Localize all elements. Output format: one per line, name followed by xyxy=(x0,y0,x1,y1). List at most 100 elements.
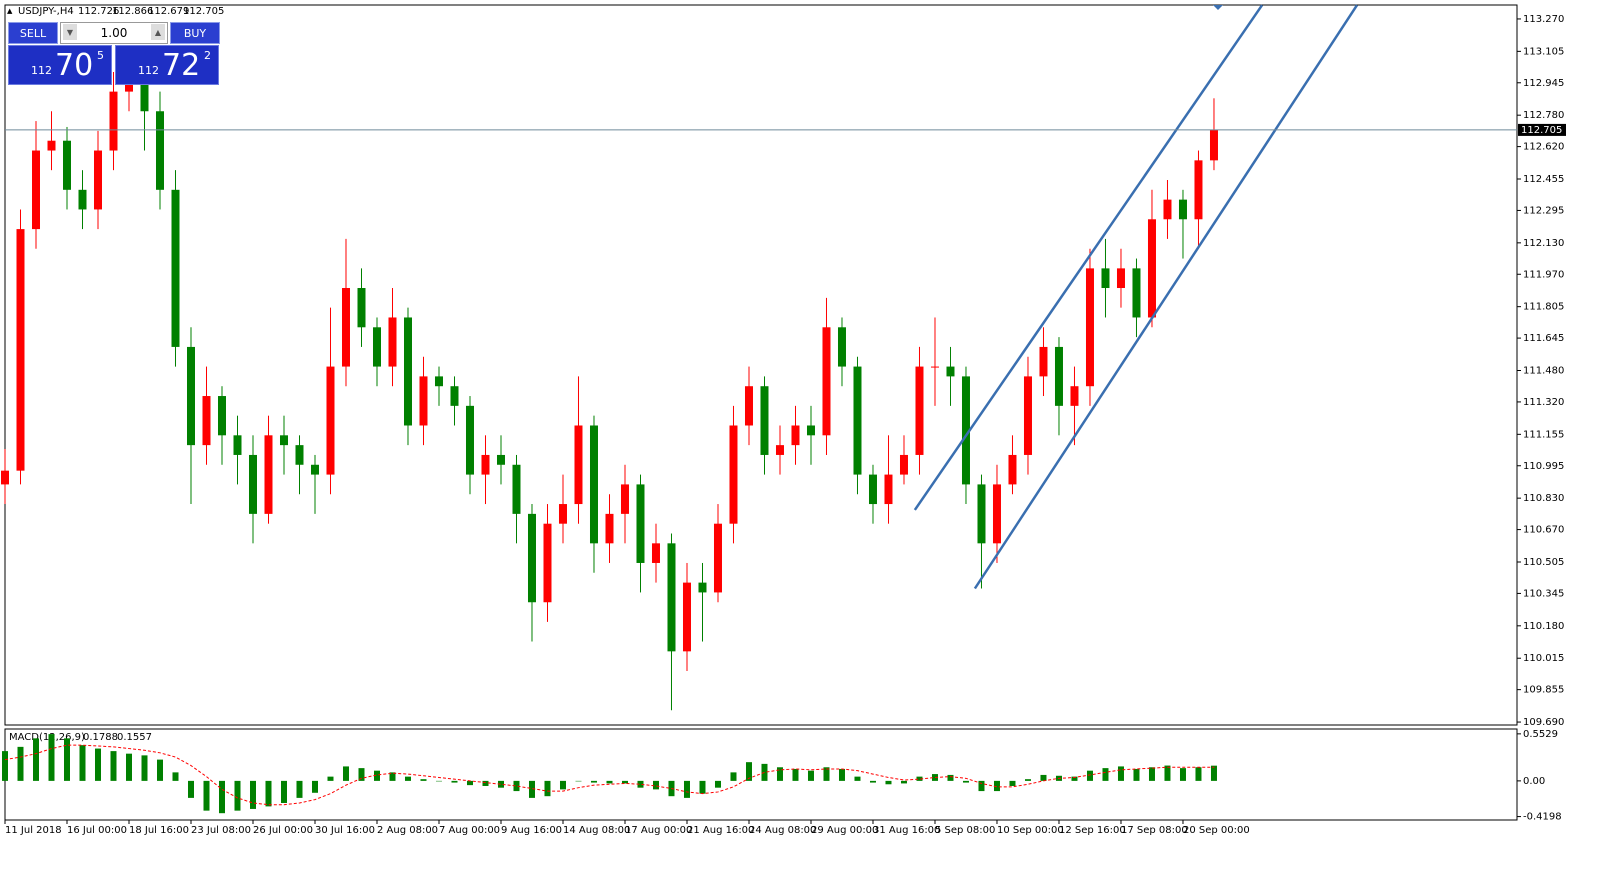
candle-body xyxy=(992,484,1001,544)
candle-body xyxy=(574,425,583,505)
macd-bar xyxy=(962,780,969,783)
candle-body xyxy=(1,470,9,485)
macd-bar xyxy=(1179,768,1186,781)
macd-bar xyxy=(79,745,86,781)
x-tick-label: 2 Aug 08:00 xyxy=(377,825,438,836)
candle-body xyxy=(388,317,397,367)
x-tick-label: 12 Sep 16:00 xyxy=(1059,825,1126,836)
candle-body xyxy=(450,386,459,406)
y-tick-label: 111.320 xyxy=(1523,397,1564,408)
macd-bar xyxy=(993,780,1000,792)
sell-button[interactable]: SELL xyxy=(8,22,58,44)
candle-body xyxy=(1209,129,1218,161)
macd-bar xyxy=(187,780,194,798)
macd-bar xyxy=(389,772,396,781)
candle-body xyxy=(62,140,71,190)
candle-body xyxy=(760,386,769,455)
x-tick-label: 11 Jul 2018 xyxy=(5,825,62,836)
candle-body xyxy=(527,513,536,603)
candle-body xyxy=(698,582,707,593)
candle-body xyxy=(1116,268,1125,289)
candle-body xyxy=(326,366,335,475)
y-tick-label: 110.995 xyxy=(1523,461,1564,472)
macd-bar xyxy=(730,772,737,781)
candle-body xyxy=(822,327,831,436)
y-tick-label: 113.270 xyxy=(1523,14,1564,25)
macd-bar xyxy=(606,780,613,784)
buy-price-pips: 72 xyxy=(162,48,201,83)
lot-up[interactable]: ▲ xyxy=(151,24,165,40)
ohlc-high: 112.866 xyxy=(112,6,153,17)
macd-bar xyxy=(1102,768,1109,781)
sell-price-big: 112 xyxy=(31,64,52,77)
x-tick-label: 17 Aug 00:00 xyxy=(625,825,692,836)
macd-bar xyxy=(1133,768,1140,781)
macd-bar xyxy=(916,776,923,781)
candle-body xyxy=(1085,268,1094,387)
candle-body xyxy=(806,425,815,436)
macd-bar xyxy=(358,768,365,781)
macd-bar xyxy=(869,780,876,783)
trend-line xyxy=(913,4,1264,511)
buy-price[interactable]: 112 72 2 xyxy=(115,45,219,85)
candle-body xyxy=(171,189,180,347)
x-tick-label: 30 Jul 16:00 xyxy=(315,825,375,836)
candle-body xyxy=(1178,199,1187,220)
x-tick-label: 24 Aug 08:00 xyxy=(749,825,816,836)
macd-bar xyxy=(823,767,830,781)
candle-body xyxy=(713,523,722,593)
buy-button[interactable]: BUY xyxy=(170,22,220,44)
macd-bar xyxy=(652,780,659,790)
y-tick-label: 110.670 xyxy=(1523,525,1564,536)
x-tick-label: 7 Aug 00:00 xyxy=(439,825,500,836)
macd-bar xyxy=(885,780,892,785)
x-tick-label: 21 Aug 16:00 xyxy=(687,825,754,836)
ohlc-low: 112.679 xyxy=(148,6,189,17)
candle-body xyxy=(558,504,567,524)
candle-body xyxy=(1147,219,1156,318)
candle-body xyxy=(1023,376,1032,455)
macd-bar xyxy=(1117,766,1124,781)
trend-line xyxy=(973,4,1359,590)
candle-body xyxy=(295,445,304,465)
candle-body xyxy=(93,150,102,210)
lot-input[interactable]: 1.00 xyxy=(60,22,168,44)
sell-price[interactable]: 112 70 5 xyxy=(8,45,112,85)
macd-value: 0.1788 xyxy=(83,732,118,743)
y-tick-label: 110.015 xyxy=(1523,653,1564,664)
macd-bar xyxy=(637,780,644,788)
macd-bar xyxy=(404,776,411,781)
macd-bar xyxy=(94,748,101,781)
y-tick-label: 112.295 xyxy=(1523,205,1564,216)
trade-panel: SELL 1.00 ▼ ▲ BUY 112 70 5 112 72 2 xyxy=(8,22,220,85)
macd-bar xyxy=(172,772,179,781)
macd-title: MACD(12,26,9) xyxy=(9,732,85,743)
macd-bar xyxy=(141,755,148,781)
candle-body xyxy=(16,229,25,471)
current-price-label: 112.705 xyxy=(1521,125,1562,136)
candle-body xyxy=(930,366,939,368)
candle-body xyxy=(465,405,474,475)
macd-bar xyxy=(311,780,318,793)
y-tick-label: -0.4198 xyxy=(1523,812,1562,823)
y-tick-label: 110.830 xyxy=(1523,493,1564,504)
macd-bar xyxy=(2,751,8,781)
y-tick-label: 111.805 xyxy=(1523,302,1564,313)
macd-bar xyxy=(265,780,272,807)
macd-bar xyxy=(513,780,520,792)
y-tick-label: 112.455 xyxy=(1523,174,1564,185)
macd-bar xyxy=(714,780,721,788)
candle-body xyxy=(264,435,273,514)
candle-body xyxy=(729,425,738,524)
lot-down[interactable]: ▼ xyxy=(63,24,77,40)
signal-value: 0.1557 xyxy=(117,732,152,743)
candle-body xyxy=(1163,199,1172,220)
y-tick-label: 110.180 xyxy=(1523,621,1564,632)
candle-body xyxy=(512,464,521,514)
candle-body xyxy=(481,454,490,475)
macd-bar xyxy=(1024,779,1031,781)
candle-body xyxy=(791,425,800,446)
macd-bar xyxy=(482,780,489,786)
macd-bar xyxy=(48,734,55,781)
macd-bar xyxy=(1148,767,1155,781)
